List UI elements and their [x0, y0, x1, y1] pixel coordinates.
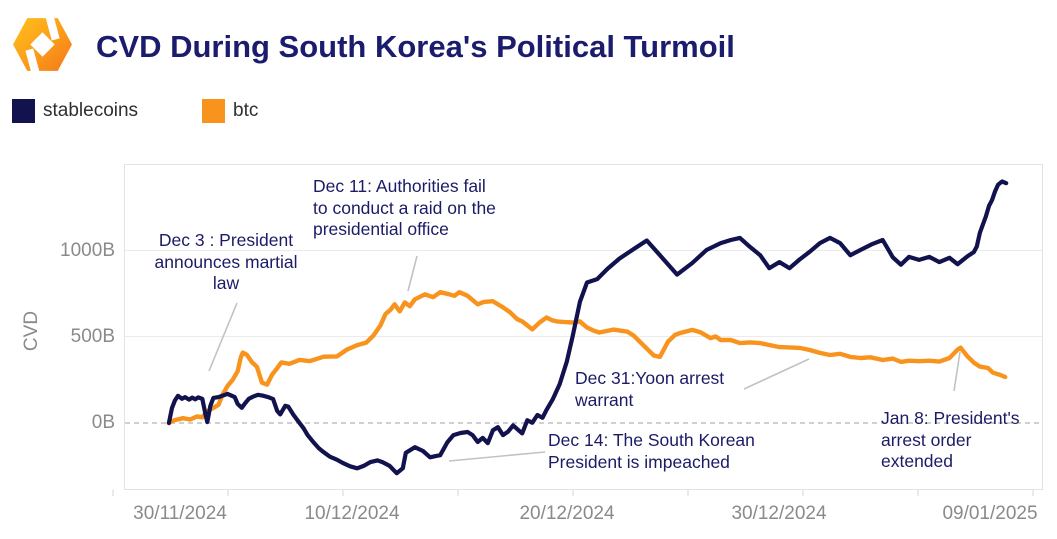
x-tick-30-12-2024: 30/12/2024 — [731, 503, 827, 524]
leader-jan8 — [953, 351, 961, 392]
annotation-dec14-impeached: Dec 14: The South Korean President is im… — [548, 430, 755, 472]
annotation-dec31-arrest-warrant: Dec 31:Yoon arrest warrant — [575, 368, 725, 410]
legend-label-stablecoins: stablecoins — [43, 100, 139, 121]
y-tick-1000b: 1000B — [60, 240, 115, 261]
x-tick-09-01-2025: 09/01/2025 — [942, 503, 1038, 524]
plot-border — [124, 164, 1043, 490]
legend-item-btc[interactable]: btc — [202, 99, 258, 123]
annotation-dec3-martial-law: Dec 3 : President announces martial law — [154, 230, 298, 293]
leader-dec3 — [208, 302, 238, 372]
y-tick-0b: 0B — [91, 412, 115, 433]
page-title: CVD During South Korea's Political Turmo… — [96, 29, 735, 64]
stablecoins-swatch-icon — [12, 99, 35, 123]
annotation-jan8-arrest-extended: Jan 8: President's arrest order extended — [881, 408, 1020, 471]
annotation-dec11-raid-fail: Dec 11: Authorities fail to conduct a ra… — [313, 176, 496, 239]
stablecoins-line — [166, 179, 1009, 476]
x-tick-20-12-2024: 20/12/2024 — [519, 503, 615, 524]
x-axis-ticks — [112, 489, 1034, 496]
leader-dec14 — [448, 451, 546, 462]
legend-label-btc: btc — [233, 100, 259, 121]
x-tick-10-12-2024: 10/12/2024 — [304, 503, 400, 524]
leader-dec31 — [743, 358, 810, 390]
leader-dec11 — [407, 255, 418, 292]
y-axis-title: CVD — [21, 310, 42, 352]
x-tick-30-11-2024: 30/11/2024 — [133, 503, 227, 524]
btc-line — [166, 290, 1008, 426]
coinglass-logo-icon — [13, 13, 72, 76]
y-tick-500b: 500B — [70, 326, 115, 347]
legend-item-stablecoins[interactable]: stablecoins — [12, 99, 138, 123]
btc-swatch-icon — [202, 99, 225, 123]
